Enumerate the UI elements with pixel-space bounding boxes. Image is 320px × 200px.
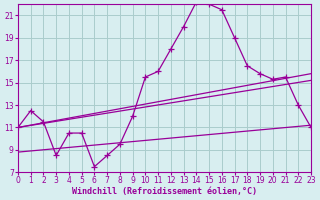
X-axis label: Windchill (Refroidissement éolien,°C): Windchill (Refroidissement éolien,°C) — [72, 187, 257, 196]
